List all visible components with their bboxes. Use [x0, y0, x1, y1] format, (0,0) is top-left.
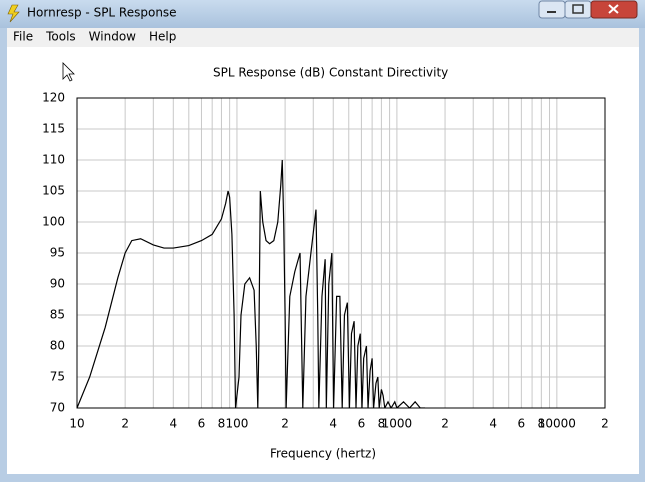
- x-tick-label: 4: [489, 417, 497, 431]
- x-tick-label: 1000: [382, 417, 413, 431]
- title-bar: [0, 0, 645, 28]
- x-axis-label: Frequency (hertz): [270, 447, 376, 461]
- y-tick-label: 100: [42, 215, 65, 229]
- data-line: [77, 159, 426, 408]
- menu-item[interactable]: File: [13, 30, 33, 44]
- x-tick-label: 10000: [538, 417, 576, 431]
- menu-item[interactable]: Tools: [45, 30, 76, 44]
- x-tick-label: 2: [441, 417, 449, 431]
- x-tick-label: 4: [329, 417, 337, 431]
- x-tick-label: 4: [169, 417, 177, 431]
- x-tick-label: 6: [358, 417, 366, 431]
- x-tick-label: 6: [518, 417, 526, 431]
- x-tick-label: 6: [198, 417, 206, 431]
- y-tick-label: 85: [50, 308, 65, 322]
- menu-item[interactable]: Window: [89, 30, 137, 44]
- y-tick-label: 105: [42, 184, 65, 198]
- plot-frame: [76, 97, 606, 409]
- y-tick-label: 75: [50, 370, 65, 384]
- x-tick-label: 8: [378, 417, 386, 431]
- y-tick-label: 120: [42, 91, 65, 105]
- minimize[interactable]: [538, 0, 566, 19]
- cursor: [62, 62, 75, 82]
- x-tick-label: 2: [281, 417, 289, 431]
- y-tick-label: 70: [50, 401, 65, 415]
- y-tick-label: 80: [50, 339, 65, 353]
- client-area: [7, 28, 639, 474]
- y-tick-label: 95: [50, 246, 65, 260]
- menu-item[interactable]: Help: [149, 30, 176, 44]
- x-tick-label: 10: [69, 417, 84, 431]
- x-tick-label: 2: [121, 417, 129, 431]
- chart-title: SPL Response (dB): [213, 66, 325, 80]
- x-tick-label: 8: [538, 417, 546, 431]
- y-tick-label: 110: [42, 153, 65, 167]
- menu-bar: [7, 28, 639, 47]
- x-tick-label: 100: [225, 417, 248, 431]
- app-icon: [7, 4, 20, 23]
- maximize[interactable]: [564, 0, 592, 19]
- chart-subtitle: Constant Directivity: [329, 66, 448, 80]
- x-tick-label: 8: [218, 417, 226, 431]
- x-tick-label: 2: [601, 417, 609, 431]
- y-tick-label: 115: [42, 122, 65, 136]
- y-tick-label: 90: [50, 277, 65, 291]
- window-title: Hornresp - SPL Response: [27, 6, 177, 20]
